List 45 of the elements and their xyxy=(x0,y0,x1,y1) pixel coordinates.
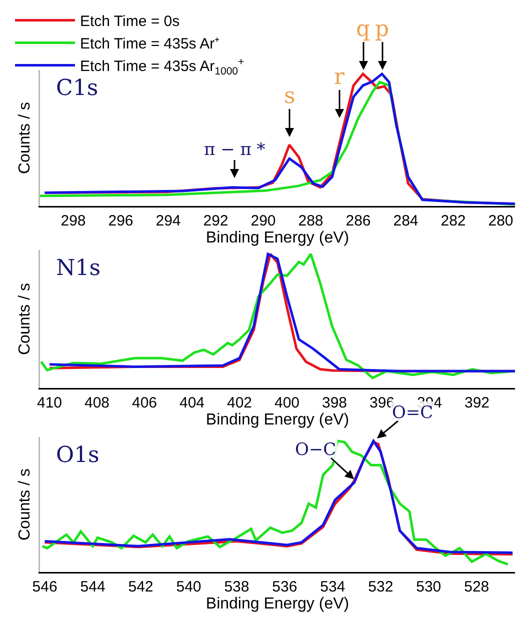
x-tick-label: 286 xyxy=(346,212,371,230)
x-axis-title: Binding Energy (eV) xyxy=(206,230,350,246)
annotation: r xyxy=(334,65,345,90)
annotation: q xyxy=(356,17,370,42)
x-tick-label: 298 xyxy=(60,212,86,230)
x-tick-label: 408 xyxy=(84,394,110,412)
x-tick-label: 282 xyxy=(440,212,466,230)
x-axis-title: Binding Energy (eV) xyxy=(206,412,350,428)
x-tick-label: 546 xyxy=(32,578,58,596)
x-tick-label: 400 xyxy=(274,394,300,412)
x-tick-label: 296 xyxy=(108,212,134,230)
x-tick-label: 528 xyxy=(464,578,490,596)
x-tick-label: 292 xyxy=(203,212,228,230)
x-tick-label: 294 xyxy=(156,212,181,230)
x-tick-label: 290 xyxy=(250,212,276,230)
y-axis-title: Counts / s xyxy=(16,102,34,174)
annotation: N1s xyxy=(56,256,101,281)
annotation: O1s xyxy=(56,443,100,468)
x-tick-label: 392 xyxy=(464,394,490,412)
x-tick-label: 540 xyxy=(176,578,202,596)
legend-label: Etch Time = 0s xyxy=(80,13,180,30)
x-tick-label: 410 xyxy=(36,394,62,412)
annotation: π − π * xyxy=(204,140,266,160)
x-tick-label: 406 xyxy=(132,394,158,412)
y-axis-title: Counts / s xyxy=(16,282,34,356)
x-tick-label: 280 xyxy=(488,212,514,230)
x-tick-label: 398 xyxy=(322,394,348,412)
annotation: C1s xyxy=(56,76,98,101)
legend-label: Etch Time = 435s Ar⁺ xyxy=(80,36,220,53)
x-tick-label: 536 xyxy=(272,578,298,596)
annotation: p xyxy=(375,17,390,42)
y-axis-title: Counts / s xyxy=(16,468,34,541)
annotation: s xyxy=(284,84,296,109)
x-tick-label: 402 xyxy=(226,394,252,412)
x-tick-label: 544 xyxy=(80,578,106,596)
annotation: O−C xyxy=(295,440,336,460)
x-tick-label: 542 xyxy=(128,578,154,596)
x-tick-label: 532 xyxy=(368,578,394,596)
x-tick-label: 288 xyxy=(298,212,324,230)
x-tick-label: 534 xyxy=(320,578,346,596)
x-tick-label: 284 xyxy=(393,212,418,230)
x-tick-label: 530 xyxy=(416,578,442,596)
x-axis-title: Binding Energy (eV) xyxy=(206,596,350,612)
x-tick-label: 404 xyxy=(179,394,205,412)
x-tick-label: 538 xyxy=(224,578,250,596)
